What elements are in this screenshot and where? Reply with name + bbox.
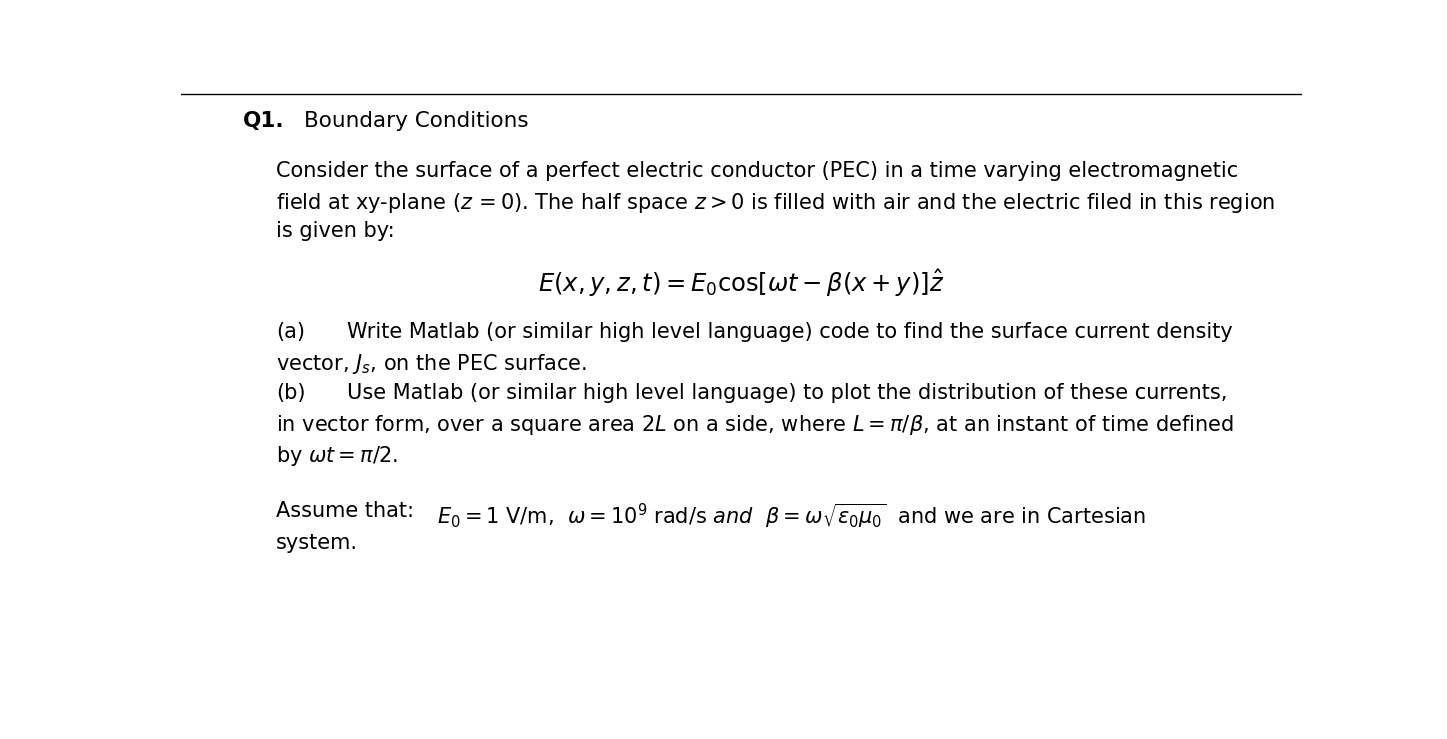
Text: is given by:: is given by: bbox=[276, 221, 395, 241]
Text: (b): (b) bbox=[276, 383, 305, 403]
Text: (a): (a) bbox=[276, 322, 305, 342]
Text: Q1.: Q1. bbox=[243, 112, 284, 132]
Text: in vector form, over a square area $2L$ on a side, where $L = \pi/\beta$, at an : in vector form, over a square area $2L$ … bbox=[276, 413, 1234, 437]
Text: Write Matlab (or similar high level language) code to find the surface current d: Write Matlab (or similar high level lang… bbox=[347, 322, 1233, 342]
Text: Consider the surface of a perfect electric conductor (PEC) in a time varying ele: Consider the surface of a perfect electr… bbox=[276, 161, 1239, 181]
Text: system.: system. bbox=[276, 533, 359, 553]
Text: field at xy-plane ($z\thinspace{=}\thinspace\!0$). The half space $z > 0$ is fil: field at xy-plane ($z\thinspace{=}\thins… bbox=[276, 191, 1275, 215]
Text: Boundary Conditions: Boundary Conditions bbox=[304, 112, 528, 132]
Text: $E(x, y, z, t) = E_0\mathrm{cos}[\omega t - \beta(x + y)]\hat{z}$: $E(x, y, z, t) = E_0\mathrm{cos}[\omega … bbox=[538, 268, 945, 299]
Text: vector, $J_s$, on the PEC surface.: vector, $J_s$, on the PEC surface. bbox=[276, 353, 587, 376]
Text: $E_0 = 1$ V/m,  $\omega = 10^9$ rad/s $\mathit{and}\ \ \beta = \omega\sqrt{\vare: $E_0 = 1$ V/m, $\omega = 10^9$ rad/s $\m… bbox=[437, 501, 1146, 530]
Text: Use Matlab (or similar high level language) to plot the distribution of these cu: Use Matlab (or similar high level langua… bbox=[347, 383, 1227, 403]
Text: by $\omega t = \pi/2$.: by $\omega t = \pi/2$. bbox=[276, 443, 398, 468]
Text: Assume that:: Assume that: bbox=[276, 501, 414, 521]
